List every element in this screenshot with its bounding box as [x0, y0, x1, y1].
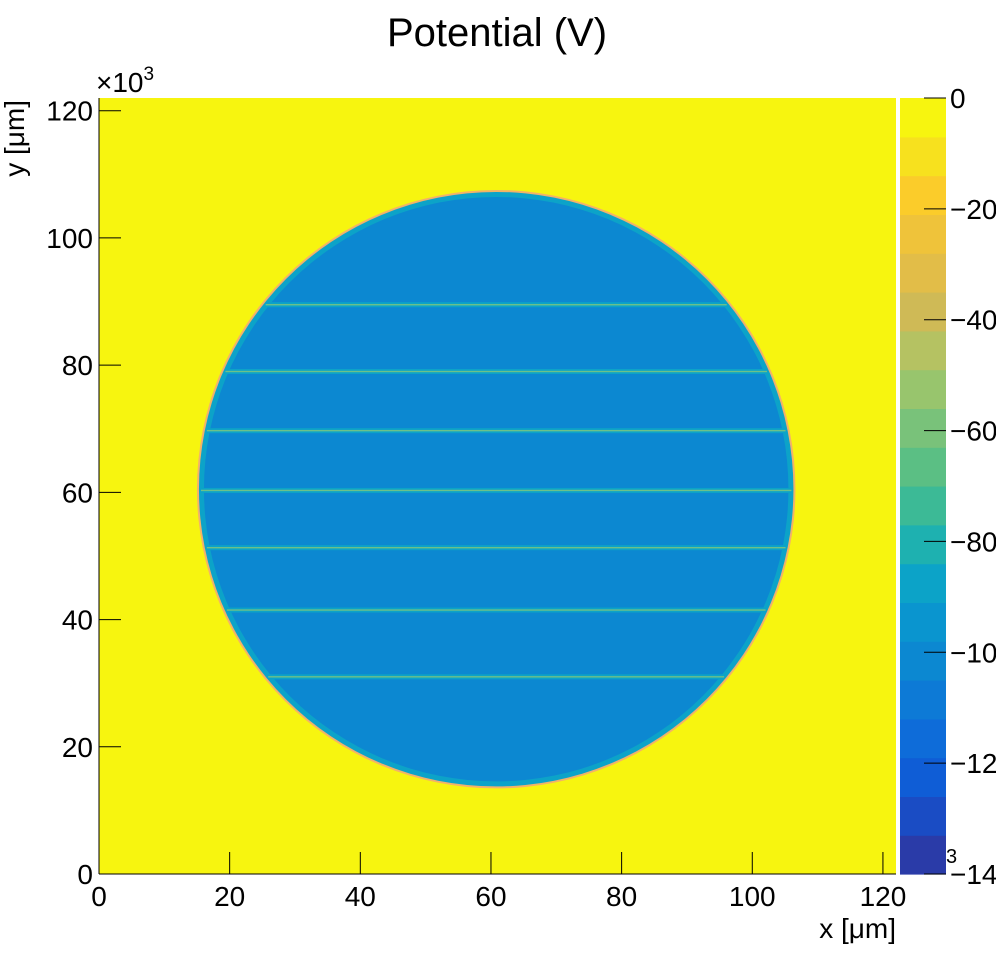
y-axis-ticks: 0 20 40 60 80 100 120 [46, 96, 121, 890]
colorbar-band-1 [900, 835, 946, 875]
x-tick-label-120: 120 [860, 881, 907, 912]
strip-gap-core-1 [268, 676, 725, 678]
colorbar-tick-label-3: −60 [950, 416, 996, 447]
colorbar-ticks: 0 −20 −40 −60 −80 −10 −12 −14 [924, 83, 996, 890]
y-tick-label-100: 100 [46, 223, 93, 254]
colorbar-tick-label-5: −10 [950, 637, 996, 668]
axes [98, 98, 896, 875]
x-tick-label-40: 40 [345, 881, 376, 912]
x-tick-label-80: 80 [606, 881, 637, 912]
x-axis-ticks: 0 20 40 60 80 100 120 [91, 852, 906, 912]
colorbar-band-13 [900, 369, 946, 409]
colorbar-band-14 [900, 330, 946, 371]
colorbar-tick-label-4: −80 [950, 526, 996, 557]
colorbar-tick-label-1: −20 [950, 194, 996, 225]
colorbar-band-6 [900, 641, 946, 681]
strip-gap-core-7 [265, 304, 727, 306]
y-axis-multiplier-base: ×10 [96, 67, 144, 98]
y-axis-multiplier: ×103 [96, 64, 154, 98]
colorbar-tick-label-7: −14 [950, 859, 996, 890]
strip-gap-core-6 [225, 370, 767, 373]
y-tick-label-80: 80 [62, 350, 93, 381]
x-tick-label-20: 20 [214, 881, 245, 912]
colorbar-band-2 [900, 796, 946, 836]
chart-title: Potential (V) [387, 11, 607, 55]
y-tick-label-60: 60 [62, 477, 93, 508]
colorbar-band-16 [900, 253, 946, 293]
colorbar-band-11 [900, 447, 946, 487]
y-tick-label-40: 40 [62, 605, 93, 636]
colorbar-band-3 [900, 757, 946, 797]
electrode-disk-group [196, 189, 796, 789]
colorbar-tick-label-6: −12 [950, 748, 996, 779]
colorbar-band-20 [900, 98, 946, 138]
colorbar-band-12 [900, 408, 946, 448]
y-tick-label-0: 0 [77, 859, 93, 890]
colorbar-multiplier-exponent: 3 [946, 846, 957, 868]
colorbar-band-9 [900, 524, 946, 565]
colorbar-tick-label-0: 0 [950, 83, 966, 114]
y-axis-multiplier-exponent: 3 [144, 64, 155, 85]
strip-gap-core-3 [206, 546, 786, 549]
colorbar-band-10 [900, 486, 946, 526]
colorbar-band-17 [900, 214, 946, 254]
colorbar-band-15 [900, 292, 946, 332]
y-axis-label: y [μm] [0, 100, 30, 177]
strip-gap-core-4 [200, 489, 792, 492]
x-tick-label-0: 0 [91, 881, 107, 912]
colorbar-band-4 [900, 718, 946, 759]
colorbar-band-8 [900, 563, 946, 603]
colorbar [900, 98, 946, 875]
strip-gap-core-5 [206, 429, 786, 432]
colorbar-tick-label-2: −40 [950, 305, 996, 336]
x-tick-label-100: 100 [729, 881, 776, 912]
colorbar-band-5 [900, 680, 946, 720]
strip-gap-core-2 [226, 609, 766, 611]
y-tick-label-20: 20 [62, 732, 93, 763]
y-tick-label-120: 120 [46, 96, 93, 127]
colorbar-band-19 [900, 136, 946, 177]
colorbar-band-7 [900, 602, 946, 642]
x-tick-label-60: 60 [475, 881, 506, 912]
x-axis-label: x [μm] [819, 913, 896, 944]
